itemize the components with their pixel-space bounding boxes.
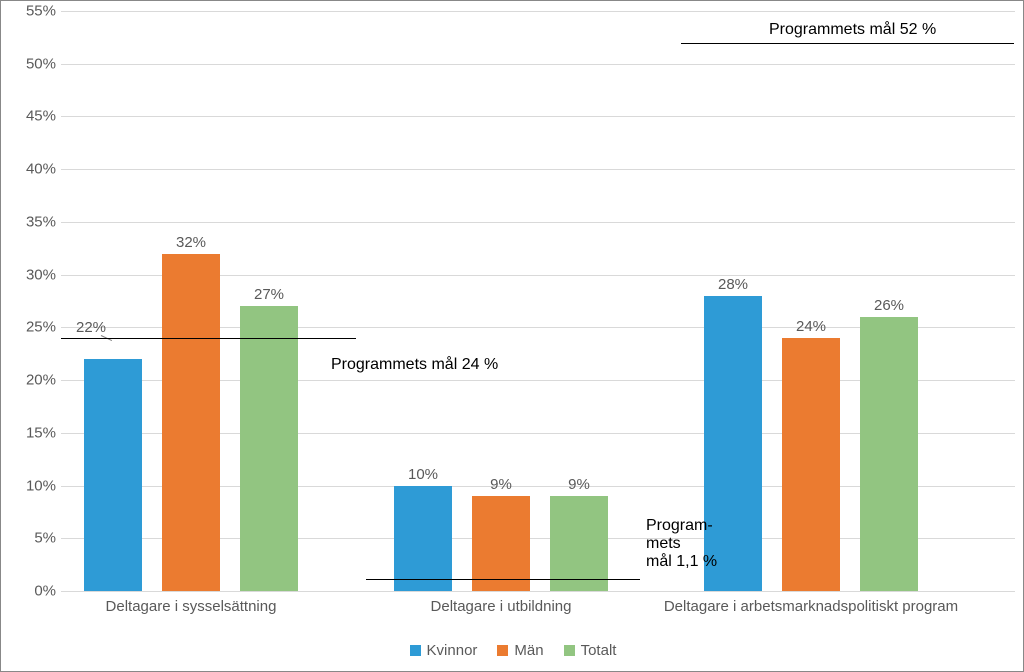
legend-swatch [410, 645, 421, 656]
bar-label: 10% [393, 466, 453, 483]
y-tick-label: 25% [11, 319, 56, 336]
legend-label: Totalt [581, 642, 617, 659]
y-tick-label: 55% [11, 3, 56, 20]
bar-utbildning-man [472, 496, 530, 591]
target-52-line [681, 43, 1014, 44]
plot-area: 0%5%10%15%20%25%30%35%40%45%50%55%22%32%… [61, 11, 1015, 591]
legend: Kvinnor Män Totalt [1, 642, 1024, 660]
x-category-label: Deltagare i utbildning [351, 598, 651, 615]
y-tick-label: 35% [11, 213, 56, 230]
gridline [61, 64, 1015, 65]
target-1_1-label: Program- mets mål 1,1 % [646, 517, 717, 571]
bar-utbildning-totalt [550, 496, 608, 591]
y-tick-label: 40% [11, 161, 56, 178]
legend-label: Kvinnor [427, 642, 478, 659]
gridline [61, 591, 1015, 592]
legend-label: Män [514, 642, 543, 659]
y-tick-label: 0% [11, 583, 56, 600]
legend-item-kvinnor: Kvinnor [410, 642, 478, 659]
bar-sysselsattning-totalt [240, 306, 298, 591]
y-tick-label: 10% [11, 477, 56, 494]
legend-swatch [564, 645, 575, 656]
bar-label: 9% [471, 476, 531, 493]
chart-frame: 0% 5% 10% 15% 20% 25% 30% 35% 40% 45% 50% 55% 22% 32%… [0, 0, 1024, 672]
gridline [61, 116, 1015, 117]
bar-label: 27% [239, 286, 299, 303]
bar-utbildning-kvinnor [394, 486, 452, 591]
x-category-label: Deltagare i sysselsättning [41, 598, 341, 615]
target-24-line [61, 338, 356, 339]
legend-item-totalt: Totalt [564, 642, 617, 659]
bar-sysselsattning-kvinnor [84, 359, 142, 591]
bar-label: 28% [703, 276, 763, 293]
bar-sysselsattning-man [162, 254, 220, 591]
x-category-label: Deltagare i arbetsmarknadspolitiskt prog… [661, 598, 961, 615]
legend-item-man: Män [497, 642, 543, 659]
gridline [61, 169, 1015, 170]
bar-amp-man [782, 338, 840, 591]
bar-label: 22% [61, 319, 121, 336]
legend-swatch [497, 645, 508, 656]
y-tick-label: 50% [11, 55, 56, 72]
bar-label: 9% [549, 476, 609, 493]
bar-amp-totalt [860, 317, 918, 591]
bar-label: 26% [859, 297, 919, 314]
gridline [61, 11, 1015, 12]
y-tick-label: 20% [11, 372, 56, 389]
gridline [61, 222, 1015, 223]
target-52-label: Programmets mål 52 % [769, 21, 936, 39]
target-1_1-line [366, 579, 640, 580]
target-24-label: Programmets mål 24 % [331, 356, 498, 374]
bar-label: 24% [781, 318, 841, 335]
bar-label: 32% [161, 234, 221, 251]
y-tick-label: 45% [11, 108, 56, 125]
y-tick-label: 15% [11, 424, 56, 441]
y-tick-label: 5% [11, 530, 56, 547]
y-tick-label: 30% [11, 266, 56, 283]
